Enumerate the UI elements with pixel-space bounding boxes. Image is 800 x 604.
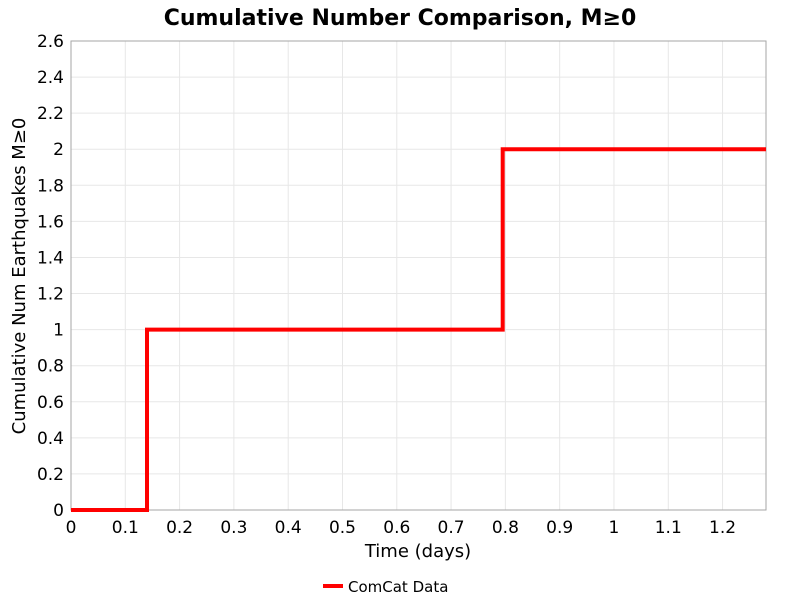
x-tick-labels: 0 0.1 0.2 0.3 0.4 0.5 0.6 0.7 0.8 0.9 1 1.1 1.2 xyxy=(66,518,737,538)
y-tick-label: 1.4 xyxy=(37,248,64,268)
y-tick-label: 1.6 xyxy=(37,212,64,232)
y-tick-labels: 0 0.2 0.4 0.6 0.8 1 1.2 1.4 1.6 1.8 2 2.2 2.4 2.6 xyxy=(37,32,64,521)
y-tick-label: 2.2 xyxy=(37,104,64,124)
x-tick-label: 0.9 xyxy=(546,518,573,538)
x-tick-label: 0.2 xyxy=(166,518,193,538)
y-tick-label: 2.6 xyxy=(37,32,64,52)
data-series-layer xyxy=(71,147,766,512)
y-tick-label: 0.2 xyxy=(37,465,64,485)
y-tick-label: 1 xyxy=(53,321,64,341)
x-tick-label: 0.1 xyxy=(112,518,139,538)
x-tick-label: 1.1 xyxy=(655,518,682,538)
series-line-comcat-data xyxy=(71,147,766,512)
x-tick-label: 1 xyxy=(609,518,620,538)
gridlines xyxy=(70,40,766,511)
legend-label: ComCat Data xyxy=(348,578,448,596)
y-tick-label: 2.4 xyxy=(37,68,64,88)
y-tick-label: 1.2 xyxy=(37,285,64,305)
y-tick-label: 0.4 xyxy=(37,429,64,449)
x-axis-label: Time (days) xyxy=(364,541,471,562)
x-tick-label: 0.3 xyxy=(220,518,247,538)
y-tick-label: 0.8 xyxy=(37,357,64,377)
x-tick-label: 0.7 xyxy=(438,518,465,538)
y-tick-label: 1.8 xyxy=(37,176,64,196)
chart-title: Cumulative Number Comparison, M≥0 xyxy=(164,6,637,31)
x-tick-label: 0.8 xyxy=(492,518,519,538)
x-tick-label: 1.2 xyxy=(709,518,736,538)
y-axis-label: Cumulative Num Earthquakes M≥0 xyxy=(9,118,30,435)
x-tick-label: 0 xyxy=(66,518,77,538)
x-tick-label: 0.4 xyxy=(275,518,302,538)
y-tick-label: 0 xyxy=(53,501,64,521)
y-tick-label: 2 xyxy=(53,140,64,160)
x-tick-label: 0.6 xyxy=(383,518,410,538)
x-tick-label: 0.5 xyxy=(329,518,356,538)
legend: ComCat Data xyxy=(323,578,448,596)
plot-border xyxy=(70,40,767,511)
y-tick-label: 0.6 xyxy=(37,393,64,413)
